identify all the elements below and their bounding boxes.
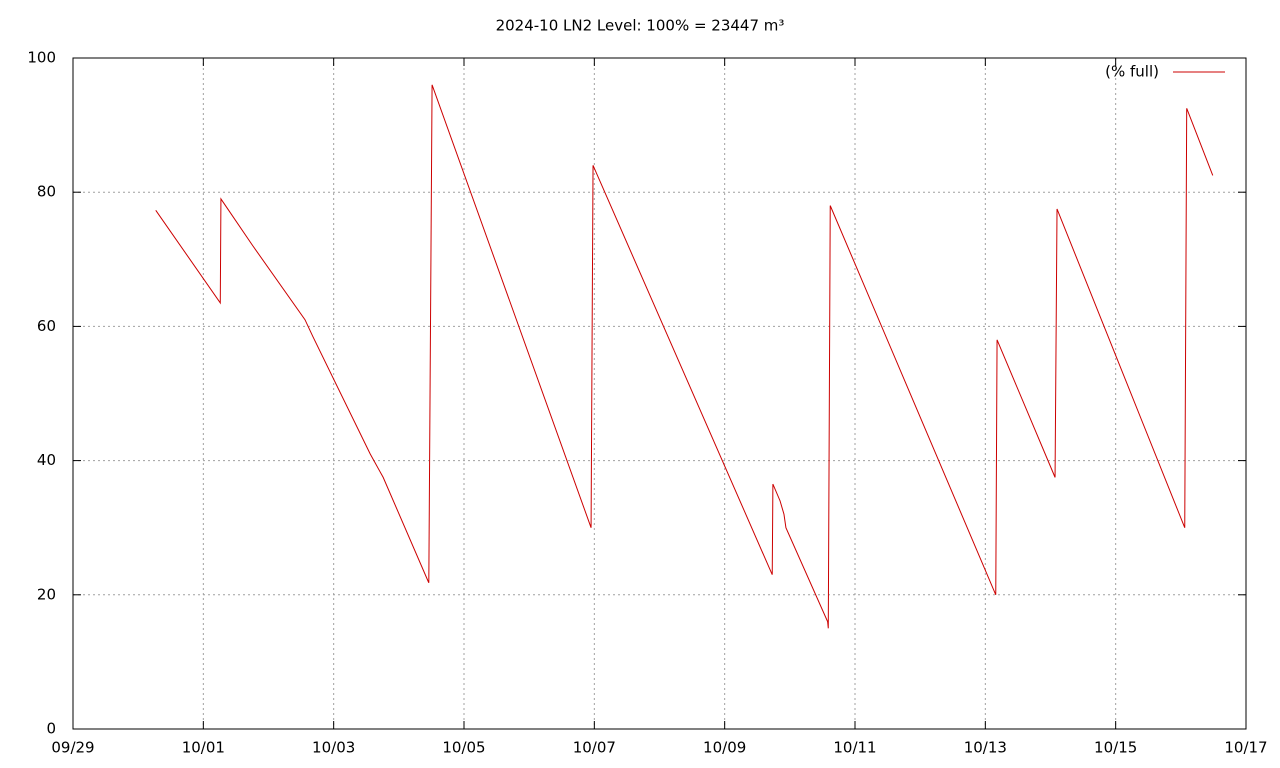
x-tick-label: 10/15 — [1094, 739, 1137, 757]
x-tick-label: 10/09 — [703, 739, 746, 757]
x-tick-label: 10/03 — [312, 739, 355, 757]
y-tick-label: 40 — [37, 451, 56, 469]
y-tick-label: 80 — [37, 183, 56, 201]
y-tick-label: 60 — [37, 317, 56, 335]
data-line — [155, 84, 1214, 629]
x-tick-label: 10/17 — [1224, 739, 1267, 757]
x-tick-label: 10/13 — [964, 739, 1007, 757]
y-tick-label: 0 — [46, 720, 56, 738]
x-tick-label: 09/29 — [51, 739, 94, 757]
x-tick-label: 10/11 — [833, 739, 876, 757]
x-tick-label: 10/01 — [182, 739, 225, 757]
chart-title: 2024-10 LN2 Level: 100% = 23447 m³ — [496, 17, 785, 35]
y-tick-label: 20 — [37, 585, 56, 603]
x-tick-label: 10/07 — [573, 739, 616, 757]
y-tick-label: 100 — [27, 49, 56, 67]
legend-label: (% full) — [1105, 63, 1159, 81]
x-tick-label: 10/05 — [442, 739, 485, 757]
plot-frame — [72, 57, 1247, 730]
